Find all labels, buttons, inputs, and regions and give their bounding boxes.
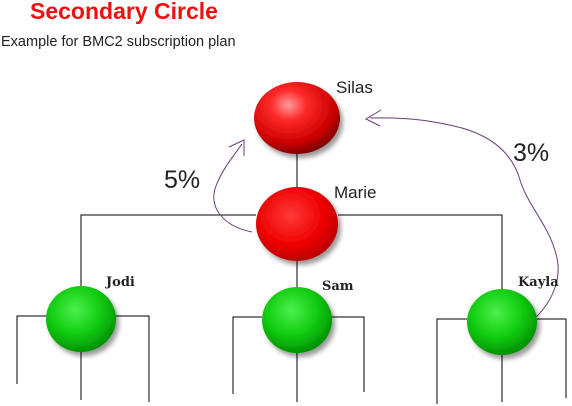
commission-arrow-head-right <box>364 109 382 127</box>
connector-kayla-left-downline <box>436 318 467 404</box>
connector-marie-jodi <box>80 214 256 288</box>
node-silas-circle <box>254 82 340 154</box>
page-subtitle: Example for BMC2 subscription plan <box>1 34 236 50</box>
node-sam-label: Sam <box>322 279 354 294</box>
commission-arrow-head-left <box>228 139 245 156</box>
connector-lines <box>16 150 567 404</box>
connector-jodi-left-downline <box>16 315 47 384</box>
connector-sam-right-downline <box>331 316 365 392</box>
commission-left-label: 5% <box>164 166 200 194</box>
commission-right-label: 3% <box>513 139 549 167</box>
node-sam-circle <box>262 287 332 353</box>
connector-sam-left-downline <box>232 316 262 394</box>
node-kayla-circle <box>467 289 537 355</box>
node-jodi-circle <box>46 286 116 352</box>
commission-arrow-marie-to-silas <box>213 143 253 233</box>
node-jodi-label: Jodi <box>105 275 135 290</box>
connector-kayla-right-downline <box>537 318 567 398</box>
connector-marie-kayla <box>338 214 503 290</box>
node-silas-label: Silas <box>336 78 373 97</box>
node-marie-label: Marie <box>334 183 377 202</box>
page-title: Secondary Circle <box>30 0 218 24</box>
commission-arrow-kayla-to-silas <box>369 117 559 319</box>
commission-arrows <box>213 109 559 319</box>
node-marie-circle <box>256 187 338 261</box>
connector-jodi-right-downline <box>115 315 150 402</box>
node-kayla-label: Kayla <box>518 275 559 290</box>
